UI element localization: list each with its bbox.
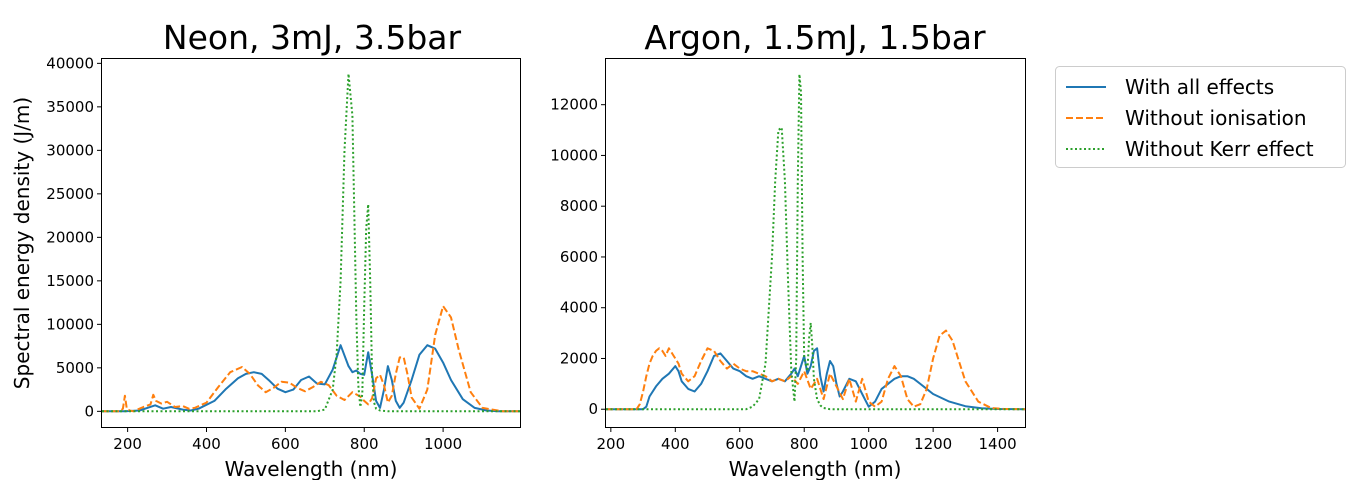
neon-y-tick-label: 40000 <box>46 54 94 72</box>
legend-entries: With all effects Without ionisation Withou… <box>1066 75 1314 161</box>
neon-y-tick-label: 25000 <box>46 185 94 203</box>
argon-y-tick-label: 6000 <box>560 248 598 266</box>
neon-x-tick-label: 200 <box>113 435 142 453</box>
neon-ticks: 200 400 600 800 1000050001000015000200002500… <box>46 54 462 453</box>
argon-y-tick-label: 2000 <box>560 349 598 367</box>
legend-label: Without Kerr effect <box>1125 137 1314 161</box>
neon-x-tick-label: 600 <box>271 435 300 453</box>
neon-chart: Neon, 3mJ, 3.5bar 200 400 600 800 1000050001… <box>10 18 521 480</box>
neon-x-tick-label: 400 <box>192 435 221 453</box>
argon-x-tick-label: 600 <box>725 435 754 453</box>
argon-y-tick-label: 4000 <box>560 299 598 317</box>
argon-x-tick-label: 800 <box>790 435 819 453</box>
neon-y-tick-label: 5000 <box>56 359 94 377</box>
neon-x-tick-label: 1000 <box>424 435 462 453</box>
neon-y-tick-label: 30000 <box>46 141 94 159</box>
argon-series-without-ionisation <box>606 329 1025 411</box>
neon-chart-title: Neon, 3mJ, 3.5bar <box>163 18 462 57</box>
argon-y-tick-label: 0 <box>588 400 598 418</box>
argon-chart: Argon, 1.5mJ, 1.5bar 200 400 600 800 1000 120… <box>550 18 1026 480</box>
neon-y-axis-label: Spectral energy density (J/m) <box>10 97 34 389</box>
argon-x-tick-label: 1000 <box>850 435 888 453</box>
argon-x-axis-label: Wavelength (nm) <box>729 457 902 480</box>
argon-series-without-kerr-effect <box>606 73 1025 411</box>
neon-plot-frame <box>101 58 521 428</box>
argon-x-tick-label: 1400 <box>979 435 1017 453</box>
neon-series-layer <box>102 72 520 413</box>
neon-series-without-ionisation <box>102 305 520 413</box>
neon-x-tick-label: 800 <box>350 435 379 453</box>
neon-y-tick-label: 0 <box>84 402 94 420</box>
legend-label: Without ionisation <box>1125 106 1307 130</box>
neon-y-tick-label: 20000 <box>46 228 94 246</box>
legend: With all effects Without ionisation Withou… <box>1055 66 1346 168</box>
neon-series-without-kerr-effect <box>102 72 520 413</box>
legend-box <box>1055 66 1346 168</box>
argon-chart-title: Argon, 1.5mJ, 1.5bar <box>644 18 986 57</box>
argon-series-layer <box>606 73 1025 411</box>
neon-y-tick-label: 10000 <box>46 315 94 333</box>
neon-y-tick-label: 35000 <box>46 98 94 116</box>
neon-x-axis-label: Wavelength (nm) <box>225 457 398 480</box>
argon-x-tick-label: 1200 <box>914 435 952 453</box>
argon-y-tick-label: 12000 <box>550 96 598 114</box>
argon-x-tick-label: 200 <box>597 435 626 453</box>
argon-plot-frame <box>605 58 1026 428</box>
argon-x-tick-label: 400 <box>661 435 690 453</box>
neon-y-tick-label: 15000 <box>46 272 94 290</box>
legend-label: With all effects <box>1125 75 1274 99</box>
argon-ticks: 200 400 600 800 1000 1200 1400 0 2000 4000 6000 800… <box>550 96 1016 453</box>
argon-y-tick-label: 10000 <box>550 146 598 164</box>
argon-series-with-all-effects <box>606 347 1025 411</box>
argon-y-tick-label: 8000 <box>560 197 598 215</box>
neon-series-with-all-effects <box>102 344 520 413</box>
